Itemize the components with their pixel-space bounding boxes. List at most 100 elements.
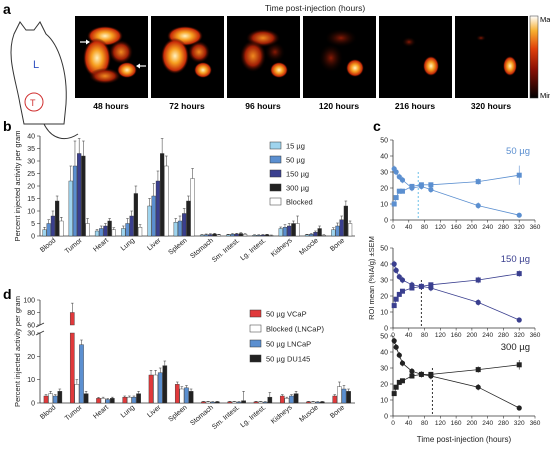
x-tick-label: Spleen xyxy=(167,404,188,423)
x-tick-label: 40 xyxy=(405,332,413,339)
x-tick-label: Stomach xyxy=(189,237,215,260)
bar xyxy=(121,228,126,237)
x-tick-label: 360 xyxy=(530,420,541,427)
bar xyxy=(148,374,154,404)
x-tick-label: 160 xyxy=(451,420,462,427)
x-tick-label: Muscle xyxy=(298,237,320,257)
legend-swatch xyxy=(249,339,262,348)
x-tick-label: 40 xyxy=(405,224,413,231)
x-tick-label: Kidneys xyxy=(270,404,294,426)
x-tick-label: Lg. Intest. xyxy=(239,404,267,429)
mouse-label-tumor: T xyxy=(30,98,36,108)
legend-swatch xyxy=(269,141,282,150)
bar xyxy=(253,401,259,404)
data-point-square xyxy=(396,188,402,194)
bar xyxy=(279,395,285,404)
x-tick-label: Liver xyxy=(146,237,163,253)
data-point-square xyxy=(399,378,405,384)
bar xyxy=(122,396,128,404)
data-point-square xyxy=(399,188,405,194)
bar xyxy=(100,398,106,404)
data-point-square xyxy=(393,384,399,390)
data-point-circle xyxy=(516,212,522,218)
bar xyxy=(179,388,185,404)
bar xyxy=(57,391,63,404)
mouse-schematic: L T xyxy=(10,21,79,140)
bar xyxy=(234,233,239,237)
bar xyxy=(335,225,340,237)
data-point-circle xyxy=(393,344,399,350)
bar xyxy=(72,165,78,237)
y-tick-label: 0 xyxy=(31,401,35,408)
x-tick-label: Lung xyxy=(120,237,137,252)
bar xyxy=(48,393,53,404)
data-point-circle xyxy=(393,267,399,273)
bar xyxy=(129,215,134,237)
data-point-square xyxy=(418,182,424,188)
y-axis-label: Percent injected activity per gram xyxy=(13,296,22,407)
bar xyxy=(173,222,178,237)
legend-label: 15 µg xyxy=(286,142,305,151)
bar xyxy=(341,388,347,404)
y-tick-label: 20 xyxy=(380,382,388,389)
bar xyxy=(55,200,60,237)
legend-label: 50 µg DU145 xyxy=(266,355,310,364)
y-tick-label: 10 xyxy=(27,377,35,384)
data-point-square xyxy=(475,367,481,373)
legend-swatch xyxy=(249,324,262,333)
x-tick-label: Spleen xyxy=(167,237,188,256)
bar xyxy=(343,205,348,237)
bar xyxy=(46,223,51,237)
data-point-square xyxy=(428,371,434,377)
x-tick-label: Blood xyxy=(39,404,57,421)
data-point-circle xyxy=(399,177,406,183)
bar xyxy=(252,235,257,237)
data-point-square xyxy=(409,285,415,291)
bar xyxy=(147,205,152,237)
x-tick-label: 40 xyxy=(405,420,413,427)
data-point-square xyxy=(475,277,481,283)
legend-label: 50 µg xyxy=(286,156,305,165)
bar xyxy=(293,393,299,404)
timepoint-label-320h: 320 hours xyxy=(471,101,511,111)
x-tick-label: 80 xyxy=(421,420,429,427)
data-point-circle xyxy=(393,169,399,175)
panel-label-d: d xyxy=(3,286,12,302)
bar xyxy=(151,195,156,237)
x-tick-label: Tumor xyxy=(64,404,84,423)
legend-swatch xyxy=(269,169,282,178)
bar xyxy=(137,227,143,237)
x-tick-label: 240 xyxy=(482,420,493,427)
x-tick-label: 280 xyxy=(498,420,509,427)
bar xyxy=(289,395,294,404)
bar xyxy=(339,219,344,237)
legend-swatch xyxy=(269,183,282,192)
bar xyxy=(205,401,211,404)
bar xyxy=(99,228,104,237)
bar xyxy=(96,398,101,404)
bar xyxy=(347,223,353,237)
y-tick-label: 100 xyxy=(23,298,35,305)
colorbar-min-label: Min xyxy=(540,91,550,100)
legend-swatch xyxy=(249,309,262,318)
x-tick-label: 200 xyxy=(466,420,477,427)
legend-label: 50 µg LNCaP xyxy=(266,340,311,349)
bar xyxy=(43,395,49,404)
bar xyxy=(184,387,189,404)
timepoint-label-120h: 120 hours xyxy=(319,101,359,111)
data-point-square xyxy=(391,201,397,207)
bar xyxy=(177,220,183,237)
data-point-square xyxy=(418,371,424,377)
bar xyxy=(201,401,206,404)
bar xyxy=(210,401,216,404)
bar xyxy=(216,234,221,237)
y-tick-label: 20 xyxy=(27,184,35,191)
y-tick-label: 0 xyxy=(31,234,35,241)
bar xyxy=(155,180,161,237)
y-tick-label: 15 xyxy=(27,196,35,203)
data-point-square xyxy=(396,291,402,297)
mouse-label-left: L xyxy=(33,59,39,71)
y-tick-label: 50 xyxy=(380,334,388,341)
bar xyxy=(260,234,266,237)
y-tick-label: 0 xyxy=(384,414,388,421)
